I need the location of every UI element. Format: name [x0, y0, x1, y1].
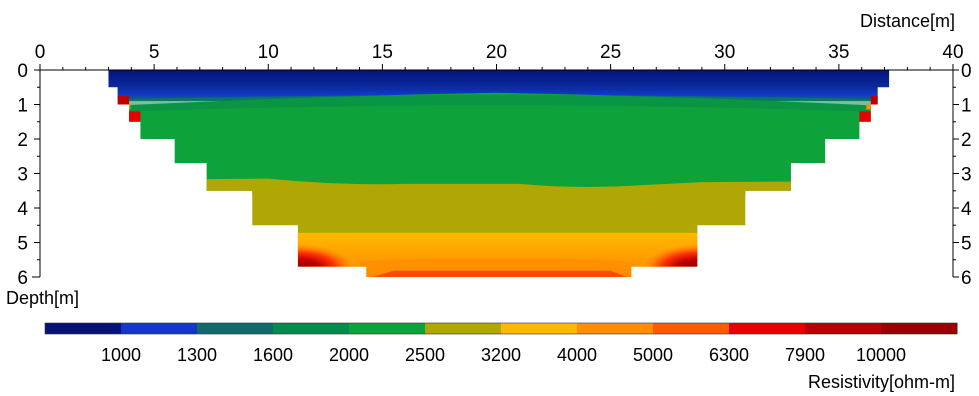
x-tick-label: 20 — [486, 42, 507, 63]
resistivity-section — [108, 70, 890, 277]
colorbar-tick-label: 3200 — [481, 345, 521, 365]
colorbar-tick-label: 4000 — [557, 345, 597, 365]
x-tick-label: 35 — [828, 42, 849, 63]
y-tick-label-right: 6 — [961, 268, 972, 289]
colorbar-tick-label: 10000 — [856, 345, 906, 365]
y-tick-label-right: 5 — [961, 234, 972, 255]
colorbar-tick-label: 7900 — [785, 345, 825, 365]
colorbar-swatch — [425, 323, 502, 334]
anomaly-high-left-top — [117, 95, 130, 110]
x-axis-ticks: 0 5 10 15 20 25 30 35 40 — [35, 42, 964, 70]
y-tick-label-left: 4 — [17, 199, 28, 220]
x-tick-label: 0 — [35, 42, 46, 63]
colorbar-swatch — [45, 323, 122, 334]
y-tick-label-left: 1 — [17, 96, 28, 117]
colorbar-tick-label: 6300 — [709, 345, 749, 365]
colorbar-tick-label: 2500 — [405, 345, 445, 365]
anomaly-high-right-top — [870, 95, 883, 110]
x-axis-title: Distance[m] — [860, 11, 955, 31]
colorbar-swatch — [653, 323, 730, 334]
x-tick-label: 40 — [942, 42, 963, 63]
colorbar-border — [44, 322, 958, 335]
colorbar-tick-label: 1600 — [253, 345, 293, 365]
y-tick-label-right: 0 — [961, 61, 972, 82]
colorbar-title: Resistivity[ohm-m] — [808, 372, 955, 392]
colorbar — [44, 322, 958, 335]
colorbar-tick-label: 1000 — [101, 345, 141, 365]
colorbar-tick-labels: 1000 1300 1600 2000 2500 3200 4000 5000 6300 7900… — [101, 345, 906, 365]
colorbar-swatch — [273, 323, 350, 334]
colorbar-swatch — [501, 323, 578, 334]
y-tick-label-right: 2 — [961, 130, 972, 151]
y-axis-ticks-left: 0 1 2 3 4 5 6 — [17, 61, 40, 289]
y-tick-label-left: 2 — [17, 130, 28, 151]
colorbar-swatch — [197, 323, 274, 334]
layer-green — [108, 92, 890, 195]
x-tick-label: 30 — [714, 42, 735, 63]
y-tick-label-left: 5 — [17, 234, 28, 255]
colorbar-swatch — [349, 323, 426, 334]
y-tick-label-left: 0 — [17, 61, 28, 82]
anomaly-high-left-mid — [129, 111, 141, 124]
y-tick-label-left: 3 — [17, 165, 28, 186]
colorbar-swatch — [121, 323, 198, 334]
colorbar-swatch — [881, 323, 958, 334]
x-tick-label: 10 — [258, 42, 279, 63]
y-tick-label-right: 4 — [961, 199, 972, 220]
colorbar-tick-label: 5000 — [633, 345, 673, 365]
colorbar-tick-label: 1300 — [177, 345, 217, 365]
layer-bottom-red — [366, 270, 632, 277]
layer-green-transition — [108, 95, 890, 115]
colorbar-swatch — [729, 323, 806, 334]
colorbar-swatch — [805, 323, 882, 334]
anomaly-high-right-mid — [859, 111, 871, 124]
y-tick-label-right: 1 — [961, 96, 972, 117]
x-tick-label: 15 — [372, 42, 393, 63]
y-tick-label-right: 3 — [961, 165, 972, 186]
anomaly-orange-right — [866, 104, 873, 110]
colorbar-tick-label: 2000 — [329, 345, 369, 365]
y-axis-ticks-right: 0 1 2 3 4 5 6 — [953, 61, 972, 289]
anomaly-orange-left — [124, 104, 131, 110]
colorbar-swatch — [577, 323, 654, 334]
anomaly-high-left-bottom — [297, 242, 360, 269]
anomaly-high-right-bottom — [638, 242, 698, 269]
x-tick-label: 5 — [149, 42, 160, 63]
y-tick-label-left: 6 — [17, 268, 28, 289]
y-axis-title: Depth[m] — [6, 288, 79, 308]
x-tick-label: 25 — [600, 42, 621, 63]
